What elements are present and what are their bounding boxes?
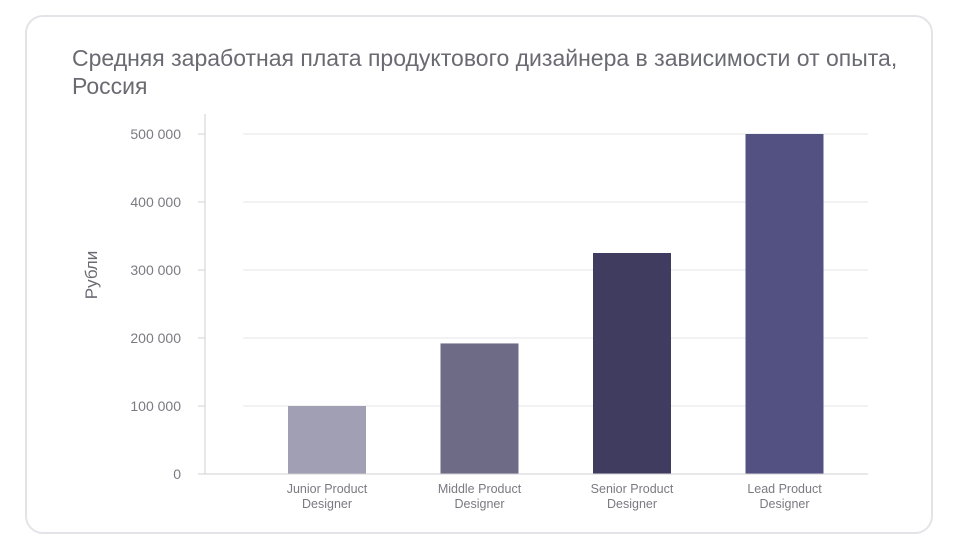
chart-title: Средняя заработная плата продуктового ди… (72, 45, 898, 99)
bar (288, 406, 366, 474)
x-tick-label: Junior Product Designer (287, 482, 368, 511)
bar (745, 134, 824, 474)
bar (593, 253, 671, 474)
y-tick-label: 300 000 (130, 262, 181, 278)
x-tick-label: Middle Product Designer (438, 482, 522, 511)
bars (288, 134, 824, 474)
x-tick-label: Lead Product Designer (747, 482, 822, 511)
y-tick-label: 0 (173, 466, 181, 482)
y-tick-label: 100 000 (130, 398, 181, 414)
y-axis: 0 100 000 200 000 300 000 400 000 500 000 (130, 114, 206, 482)
y-tick-label: 400 000 (130, 194, 181, 210)
x-axis: Junior Product Designer Middle Product Desi… (205, 473, 868, 511)
y-tick-label: 200 000 (130, 330, 181, 346)
y-tick-label: 500 000 (130, 126, 181, 142)
x-tick-label: Senior Product Designer (591, 482, 674, 511)
y-axis-title: Рубли (82, 251, 101, 299)
bar (440, 343, 519, 474)
